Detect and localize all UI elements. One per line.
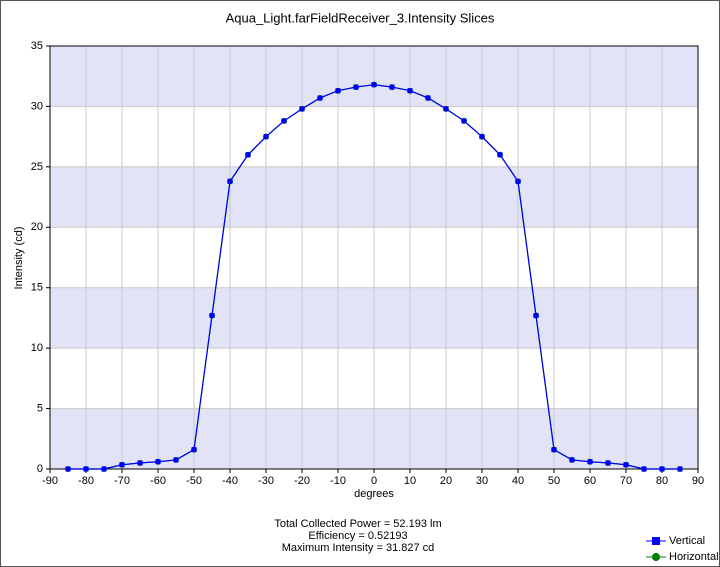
marker (83, 466, 89, 472)
marker (263, 134, 269, 140)
plot-border (49, 45, 699, 470)
marker (425, 95, 431, 101)
marker (281, 118, 287, 124)
y-tick-label: 15 (31, 282, 43, 294)
marker (677, 466, 683, 472)
x-tick-label: 80 (656, 475, 668, 487)
marker (65, 466, 71, 472)
x-tick-label: 60 (584, 475, 596, 487)
marker (191, 447, 197, 453)
x-tick-label: -80 (78, 475, 94, 487)
marker (569, 457, 575, 463)
marker (443, 106, 449, 112)
legend-label: Vertical (669, 535, 705, 547)
x-tick-label: 20 (440, 475, 452, 487)
x-axis-label: degrees (354, 488, 394, 500)
marker (299, 106, 305, 112)
marker (551, 447, 557, 453)
legend-label: Horizontal (669, 551, 719, 563)
y-tick-label: 0 (37, 463, 43, 475)
legend-marker (652, 553, 660, 561)
x-tick-label: -30 (258, 475, 274, 487)
x-tick-label: 70 (620, 475, 632, 487)
marker (173, 457, 179, 463)
x-tick-label: 0 (371, 475, 377, 487)
annotation: Maximum Intensity = 31.827 cd (282, 542, 435, 554)
annotation: Efficiency = 0.52193 (308, 530, 407, 542)
y-tick-label: 5 (37, 402, 43, 414)
x-tick-label: -70 (114, 475, 130, 487)
chart-title: Aqua_Light.farFieldReceiver_3.Intensity … (226, 10, 495, 25)
x-tick-label: 30 (476, 475, 488, 487)
y-tick-label: 30 (31, 100, 43, 112)
legend-marker (652, 537, 660, 545)
y-axis-label: Intensity (cd) (13, 227, 25, 290)
marker (209, 313, 215, 319)
marker (227, 178, 233, 184)
marker (155, 459, 161, 465)
marker (623, 462, 629, 468)
marker (335, 88, 341, 94)
marker (641, 466, 647, 472)
y-tick-label: 10 (31, 342, 43, 354)
x-tick-label: 50 (548, 475, 560, 487)
marker (605, 460, 611, 466)
marker (353, 84, 359, 90)
marker (533, 313, 539, 319)
marker (245, 152, 251, 158)
x-tick-label: 40 (512, 475, 524, 487)
y-tick-label: 25 (31, 161, 43, 173)
marker (317, 95, 323, 101)
x-tick-label: 90 (692, 475, 704, 487)
annotation: Total Collected Power = 52.193 lm (274, 518, 441, 530)
marker (119, 462, 125, 468)
marker (515, 178, 521, 184)
marker (389, 84, 395, 90)
marker (659, 466, 665, 472)
marker (137, 460, 143, 466)
y-tick-label: 20 (31, 221, 43, 233)
x-tick-label: -50 (186, 475, 202, 487)
marker (371, 82, 377, 88)
marker (497, 152, 503, 158)
marker (101, 466, 107, 472)
marker (407, 88, 413, 94)
x-tick-label: -40 (222, 475, 238, 487)
y-tick-label: 35 (31, 40, 43, 52)
marker (587, 459, 593, 465)
x-tick-label: -90 (42, 475, 58, 487)
x-tick-label: 10 (404, 475, 416, 487)
x-tick-label: -60 (150, 475, 166, 487)
marker (461, 118, 467, 124)
marker (479, 134, 485, 140)
x-tick-label: -10 (330, 475, 346, 487)
x-tick-label: -20 (294, 475, 310, 487)
